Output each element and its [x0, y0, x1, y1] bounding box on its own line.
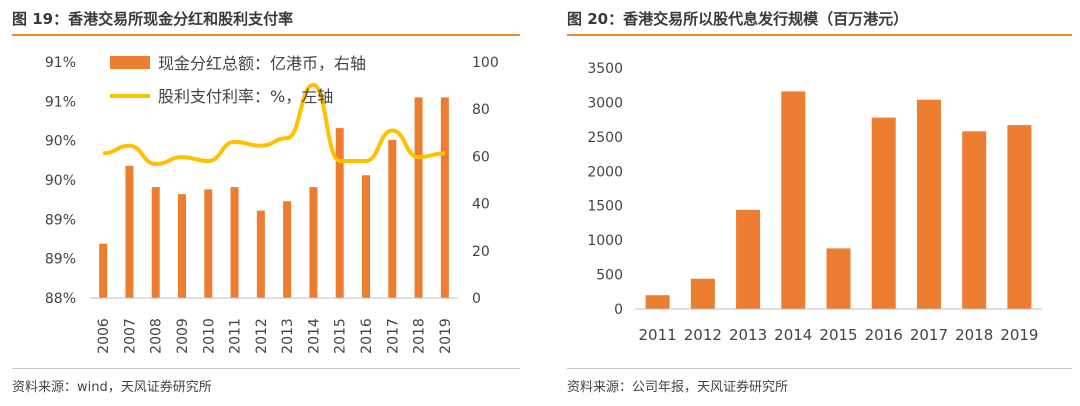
dividend-bar	[362, 175, 370, 298]
left-axis-tick-label: 89%	[45, 212, 76, 228]
right-chart: 3500 3000 2500 2000 1500 1000 500 0 2011 2012 2013…	[587, 61, 1042, 344]
x-axis-tick-label: 2008	[149, 318, 165, 354]
right-axis-tick-label: 20	[472, 244, 490, 260]
left-axis-tick-label: 90%	[45, 134, 76, 150]
x-axis-tick-label: 2009	[175, 318, 191, 354]
left-axis-tick-label: 88%	[45, 291, 76, 307]
legend-label-bar: 现金分红总额：亿港币，右轴	[158, 54, 366, 73]
left-source-rule	[12, 368, 520, 369]
left-axis-tick-label: 90%	[45, 173, 76, 189]
dividend-bar	[335, 128, 344, 298]
x-axis-tick-label: 2018	[412, 318, 428, 354]
y-axis-tick-label: 1500	[587, 199, 623, 215]
x-axis-tick-label: 2019	[1000, 326, 1038, 344]
x-axis-tick-label: 2007	[122, 318, 138, 354]
dividend-bar	[230, 187, 239, 298]
dividend-bar	[414, 97, 423, 299]
dividend-bar	[204, 189, 213, 298]
issuance-bar	[781, 91, 806, 309]
y-axis-tick-label: 1000	[587, 233, 623, 249]
y-axis-tick-label: 500	[596, 268, 623, 284]
issuance-bar	[690, 278, 715, 309]
x-axis-tick-label: 2015	[819, 326, 857, 344]
right-source-rule	[567, 368, 1072, 369]
right-title-rule	[567, 34, 1072, 36]
y-axis-tick-label: 3000	[587, 95, 623, 111]
right-axis-tick-label: 80	[472, 102, 490, 118]
issuance-bar	[962, 131, 987, 309]
dividend-bar	[388, 139, 397, 298]
payout-ratio-line	[103, 82, 445, 167]
dividend-bar	[151, 187, 160, 298]
dividend-bar	[440, 97, 449, 299]
x-axis-tick-label: 2015	[333, 318, 349, 354]
dividend-bar	[256, 210, 265, 298]
x-axis-tick-label: 2006	[96, 318, 112, 354]
x-axis-tick-label: 2010	[201, 318, 217, 354]
y-axis-tick-label: 3500	[587, 61, 623, 77]
left-chart-source: 资料来源：wind，天风证券研究所	[12, 380, 212, 395]
issuance-bar	[1007, 125, 1032, 309]
right-panel: 图 20：香港交易所以股代息发行规模（百万港元） 3500 3000 2500 200…	[555, 0, 1080, 406]
x-axis-tick-label: 2011	[639, 326, 677, 344]
x-axis-tick-label: 2013	[280, 318, 296, 354]
issuance-bar	[871, 117, 896, 309]
issuance-bar	[736, 209, 761, 309]
right-axis-tick-label: 60	[472, 149, 490, 165]
x-axis-tick-label: 2017	[385, 318, 401, 354]
y-axis-tick-label: 2000	[587, 164, 623, 180]
x-axis-tick-label: 2016	[359, 318, 375, 354]
left-chart-title: 图 19：香港交易所现金分红和股利支付率	[12, 10, 294, 28]
right-chart-source: 资料来源：公司年报，天风证券研究所	[567, 380, 789, 395]
dividend-bar	[178, 194, 186, 298]
right-axis-tick-label: 100	[472, 55, 499, 71]
dividend-bar	[283, 201, 292, 298]
x-axis-tick-label: 2018	[955, 326, 993, 344]
right-axis-tick-label: 40	[472, 197, 490, 213]
legend-label-line: 股利支付利率：%，左轴	[158, 87, 333, 106]
left-axis-tick-label: 91%	[45, 94, 76, 110]
x-axis-tick-label: 2012	[684, 326, 722, 344]
x-axis-tick-label: 2012	[254, 318, 270, 354]
left-title-rule	[12, 34, 520, 36]
left-chart: 91% 91% 90% 90% 89% 89% 88% 100 80 60 40 20 0 2006 200…	[45, 54, 499, 354]
dividend-bar	[309, 187, 318, 298]
x-axis-tick-label: 2017	[910, 326, 948, 344]
y-axis-tick-label: 2500	[587, 130, 623, 146]
x-axis-tick-label: 2011	[228, 318, 244, 354]
right-chart-title: 图 20：香港交易所以股代息发行规模（百万港元）	[567, 10, 909, 28]
issuance-bar	[826, 248, 851, 309]
x-axis-tick-label: 2014	[306, 318, 322, 354]
left-panel: 图 19：香港交易所现金分红和股利支付率 91% 91% 90% 90% 89% 89% 8…	[0, 0, 530, 406]
issuance-bar	[916, 99, 941, 309]
left-axis-tick-label: 91%	[45, 55, 76, 71]
right-axis-tick-label: 0	[472, 291, 481, 307]
y-axis-tick-label: 0	[614, 302, 623, 318]
x-axis-tick-label: 2013	[729, 326, 767, 344]
left-axis-tick-label: 89%	[45, 252, 76, 268]
dividend-bar	[99, 243, 108, 298]
x-axis-tick-label: 2019	[438, 318, 454, 354]
issuance-bar	[645, 295, 670, 309]
legend-swatch-bar	[110, 56, 150, 69]
x-axis-tick-label: 2014	[774, 326, 812, 344]
x-axis-tick-label: 2016	[865, 326, 903, 344]
dividend-bar	[125, 165, 134, 298]
